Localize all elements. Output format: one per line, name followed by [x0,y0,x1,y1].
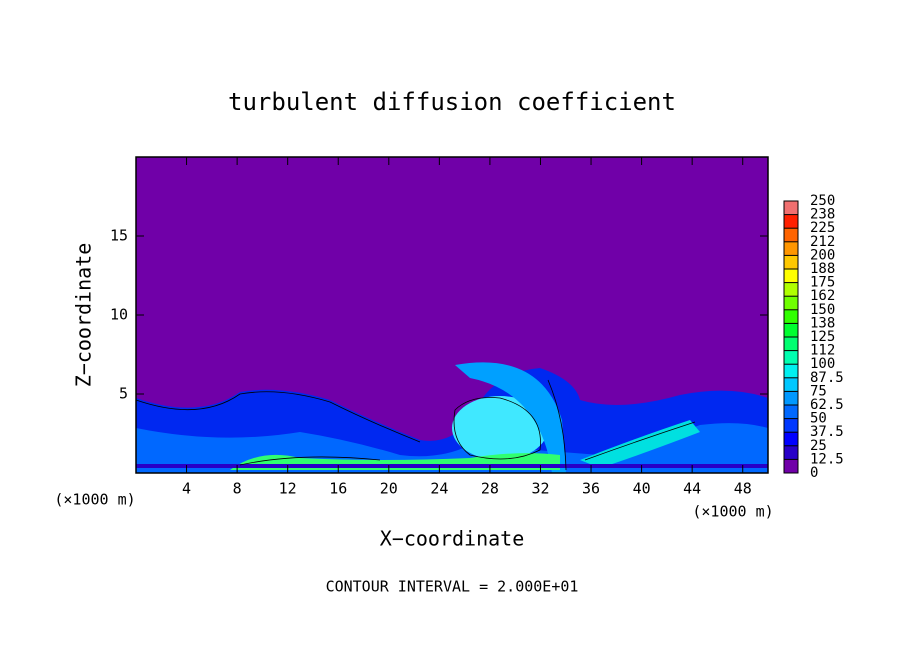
colorbar-band [784,323,798,337]
x-tick-label: 24 [430,480,448,498]
x-axis-label: X−coordinate [380,527,525,551]
colorbar-label: 12.5 [810,451,844,467]
colorbar-label: 188 [810,261,835,277]
contour-field [135,157,768,473]
colorbar-label: 25 [810,438,827,454]
colorbar-band [784,214,798,229]
x-tick-label: 12 [279,480,297,498]
y-tick-label: 5 [119,385,128,403]
colorbar-band [784,445,798,460]
y-axis-label: Z−coordinate [72,243,96,388]
colorbar-band [784,364,798,378]
y-tick-label: 10 [110,306,128,324]
contour-line [453,397,541,460]
contour-line [239,456,381,466]
contour-line [584,421,696,461]
contour-line [135,391,421,443]
x-unit-label: (×1000 m) [692,503,773,521]
colorbar-label: 112 [810,343,835,359]
field-region [580,420,700,468]
colorbar-band [784,309,798,324]
x-tick-label: 40 [633,480,651,498]
colorbar-label: 200 [810,247,835,263]
colorbar-label: 125 [810,329,835,345]
colorbar-band [784,201,798,215]
colorbar-band [784,255,798,269]
chart-title: turbulent diffusion coefficient [228,88,676,116]
x-tick-label: 16 [329,480,347,498]
colorbar-label: 100 [810,356,835,372]
colorbar-label: 150 [810,302,835,318]
colorbar-band [784,391,798,405]
colorbar-label: 75 [810,383,827,399]
colorbar-band [784,350,798,365]
field-region [455,362,566,473]
colorbar-label: 87.5 [810,370,844,386]
y-tick-label: 15 [110,227,128,245]
colorbar-band [784,228,798,242]
colorbar-band [784,296,798,310]
colorbar-band [784,418,798,433]
colorbar-label: 175 [810,275,835,291]
colorbar-band [784,459,798,473]
colorbar-label: 37.5 [810,424,844,440]
colorbar-band [784,405,798,419]
contour-line [547,379,567,471]
colorbar-label: 238 [810,207,835,223]
colorbar-label: 50 [810,411,827,427]
colorbar-label: 138 [810,315,835,331]
x-tick-label: 4 [182,480,191,498]
colorbar-label: 250 [810,193,835,209]
x-unit-label: (×1000 m) [54,491,135,509]
colorbar-label: 162 [810,288,835,304]
x-tick-label: 36 [582,480,600,498]
x-tick-label: 8 [233,480,242,498]
colorbar-band [784,241,798,256]
colorbar-label: 212 [810,234,835,250]
colorbar-band [784,377,798,392]
colorbar-band [784,337,798,351]
colorbar-label: 62.5 [810,397,844,413]
x-tick-label: 32 [531,480,549,498]
x-tick-label: 44 [683,480,701,498]
footer-note: CONTOUR INTERVAL = 2.000E+01 [326,578,579,596]
colorbar-band [784,269,798,283]
colorbar-band [784,282,798,297]
field-region [452,396,548,460]
field-region [136,464,768,468]
colorbar-label: 225 [810,220,835,236]
colorbar-band [784,432,798,446]
x-tick-label: 48 [734,480,752,498]
x-tick-label: 28 [481,480,499,498]
x-tick-label: 20 [380,480,398,498]
colorbar-label: 0 [810,465,818,481]
